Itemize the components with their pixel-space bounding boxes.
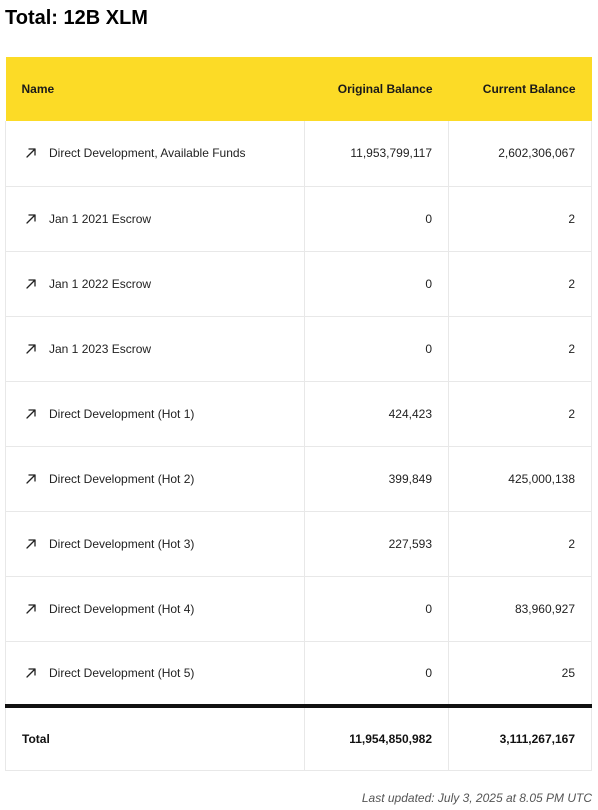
page-title: Total: 12B XLM (5, 7, 148, 29)
account-link[interactable]: Direct Development (Hot 3) (22, 537, 304, 551)
external-arrow-icon[interactable] (25, 408, 37, 420)
account-link[interactable]: Direct Development, Available Funds (22, 146, 304, 160)
total-label: Total (5, 704, 305, 771)
account-name-cell: Direct Development (Hot 2) (5, 446, 305, 512)
account-link[interactable]: Direct Development (Hot 1) (22, 407, 304, 421)
account-link[interactable]: Direct Development (Hot 4) (22, 602, 304, 616)
original-balance-cell: 0 (304, 316, 449, 382)
column-header-original-balance: Original Balance (337, 82, 433, 96)
total-row: Total 11,954,850,982 3,111,267,167 (5, 704, 592, 771)
column-header-name: Name (21, 82, 55, 96)
current-balance-cell: 2,602,306,067 (448, 121, 592, 187)
table-row: Jan 1 2021 Escrow 0 2 (5, 186, 592, 252)
current-balance-cell: 2 (448, 316, 592, 382)
account-name[interactable]: Direct Development (Hot 1) (49, 406, 195, 421)
table-row: Direct Development (Hot 1) 424,423 2 (5, 381, 592, 447)
account-name[interactable]: Jan 1 2022 Escrow (49, 276, 152, 291)
column-header-current-balance: Current Balance (482, 82, 576, 96)
total-current-balance: 3,111,267,167 (448, 704, 592, 771)
account-name[interactable]: Jan 1 2023 Escrow (49, 341, 152, 356)
account-name[interactable]: Direct Development, Available Funds (49, 146, 246, 161)
last-updated: Last updated: July 3, 2025 at 8.05 PM UT… (361, 791, 592, 805)
original-balance-cell: 0 (304, 251, 449, 317)
external-arrow-icon[interactable] (25, 538, 37, 550)
account-name[interactable]: Direct Development (Hot 3) (49, 536, 195, 551)
external-arrow-icon[interactable] (25, 473, 37, 485)
external-arrow-icon[interactable] (25, 667, 37, 679)
original-balance-cell: 0 (304, 576, 449, 642)
external-arrow-icon[interactable] (25, 278, 37, 290)
current-balance-cell: 2 (448, 381, 592, 447)
account-name-cell: Direct Development (Hot 1) (5, 381, 305, 447)
current-balance-cell: 2 (448, 186, 592, 252)
current-balance-cell: 25 (448, 641, 592, 707)
current-balance-cell: 425,000,138 (448, 446, 592, 512)
account-name[interactable]: Direct Development (Hot 2) (49, 471, 195, 486)
original-balance-cell: 424,423 (304, 381, 449, 447)
total-original-balance: 11,954,850,982 (304, 704, 449, 771)
account-name[interactable]: Direct Development (Hot 5) (49, 665, 195, 680)
account-name-cell: Jan 1 2023 Escrow (5, 316, 305, 382)
table-row: Direct Development (Hot 2) 399,849 425,000… (5, 446, 592, 512)
account-name[interactable]: Jan 1 2021 Escrow (49, 211, 152, 226)
account-name-cell: Direct Development (Hot 3) (5, 511, 305, 577)
account-link[interactable]: Direct Development (Hot 5) (22, 666, 304, 680)
external-arrow-icon[interactable] (25, 213, 37, 225)
table-row: Direct Development (Hot 5) 0 25 (5, 641, 592, 707)
current-balance-cell: 2 (448, 251, 592, 317)
account-link[interactable]: Jan 1 2023 Escrow (22, 342, 304, 356)
account-link[interactable]: Jan 1 2022 Escrow (22, 277, 304, 291)
table-row: Direct Development, Available Funds 11,95… (5, 121, 592, 187)
external-arrow-icon[interactable] (25, 343, 37, 355)
account-name-cell: Jan 1 2021 Escrow (5, 186, 305, 252)
current-balance-cell: 83,960,927 (448, 576, 592, 642)
account-name-cell: Direct Development, Available Funds (5, 121, 305, 187)
account-link[interactable]: Direct Development (Hot 2) (22, 472, 304, 486)
original-balance-cell: 399,849 (304, 446, 449, 512)
original-balance-cell: 227,593 (304, 511, 449, 577)
table-row: Direct Development (Hot 4) 0 83,960,927 (5, 576, 592, 642)
account-name-cell: Direct Development (Hot 4) (5, 576, 305, 642)
table-row: Jan 1 2023 Escrow 0 2 (5, 316, 592, 382)
account-name[interactable]: Direct Development (Hot 4) (49, 601, 195, 616)
table-header-row: Name Original Balance Current Balance (5, 57, 592, 121)
account-name-cell: Direct Development (Hot 5) (5, 641, 305, 707)
original-balance-cell: 0 (304, 186, 449, 252)
account-link[interactable]: Jan 1 2021 Escrow (22, 212, 304, 226)
table-row: Direct Development (Hot 3) 227,593 2 (5, 511, 592, 577)
table-footer: Total 11,954,850,982 3,111,267,167 (5, 704, 592, 771)
table-header: Name Original Balance Current Balance (5, 57, 592, 121)
table-body: Direct Development, Available Funds 11,95… (5, 121, 592, 707)
original-balance-cell: 0 (304, 641, 449, 707)
current-balance-cell: 2 (448, 511, 592, 577)
external-arrow-icon[interactable] (25, 603, 37, 615)
table-row: Jan 1 2022 Escrow 0 2 (5, 251, 592, 317)
account-name-cell: Jan 1 2022 Escrow (5, 251, 305, 317)
balances-table: Name Original Balance Current Balance Di… (5, 57, 592, 771)
external-arrow-icon[interactable] (25, 147, 37, 159)
original-balance-cell: 11,953,799,117 (304, 121, 449, 187)
